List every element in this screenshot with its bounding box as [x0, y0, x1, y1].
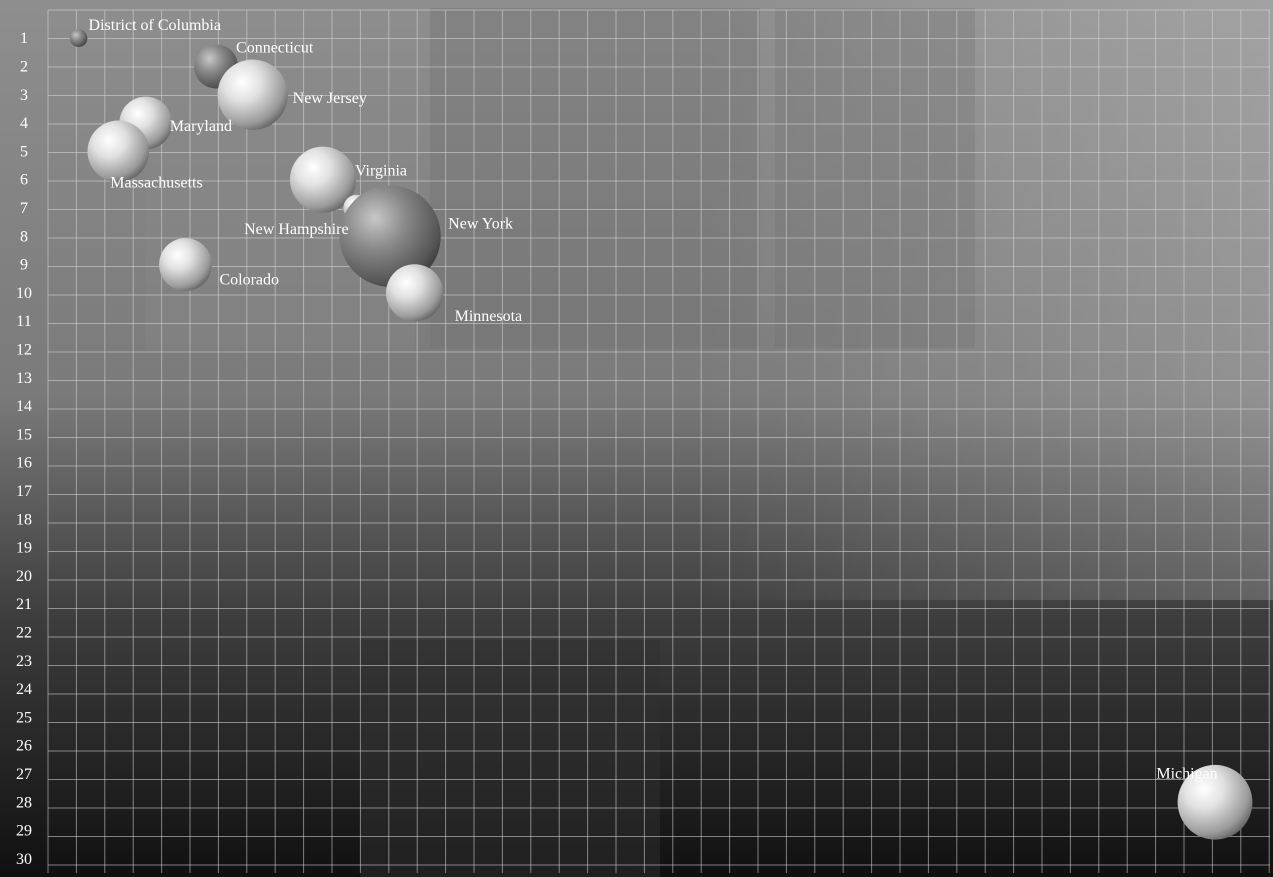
y-tick-label: 4	[20, 115, 28, 132]
y-tick-label: 10	[16, 285, 32, 302]
y-tick-label: 29	[16, 823, 32, 840]
y-tick-label: 28	[16, 794, 32, 811]
bubble-label: New Jersey	[293, 90, 367, 107]
bubbles	[69, 29, 1253, 840]
bubble	[339, 185, 441, 287]
background-shadow	[360, 640, 660, 877]
bubble	[69, 29, 88, 47]
y-tick-label: 25	[16, 709, 32, 726]
y-tick-label: 18	[16, 511, 32, 528]
bubble-labels: District of Columbia Connecticut New Jerse…	[89, 17, 1218, 782]
y-tick-label: 22	[16, 624, 32, 641]
y-tick-label: 12	[16, 341, 32, 358]
bubble-label: Massachusetts	[110, 174, 202, 191]
y-tick-label: 24	[16, 681, 32, 698]
y-tick-label: 20	[16, 568, 32, 585]
y-tick-label: 8	[20, 228, 28, 245]
y-tick-label: 9	[20, 257, 28, 274]
bubble	[217, 59, 288, 130]
y-tick-label: 7	[20, 200, 28, 217]
bubble	[289, 146, 356, 213]
bubble-label: Colorado	[219, 272, 279, 289]
background-panel-3	[775, 8, 975, 348]
bubble	[159, 238, 212, 291]
bubble-label: Maryland	[170, 118, 232, 135]
y-tick-label: 19	[16, 540, 32, 557]
background-glow	[700, 0, 1273, 600]
bubble-label: New Hampshire	[244, 221, 348, 238]
bubble-label: Virginia	[355, 163, 407, 180]
bubble-label: Connecticut	[236, 39, 314, 56]
y-tick-label: 16	[16, 455, 32, 472]
y-tick-label: 13	[16, 370, 32, 387]
bubble-label: Michigan	[1156, 765, 1217, 782]
bubble-label: New York	[448, 215, 513, 232]
y-tick-label: 15	[16, 426, 32, 443]
y-tick-label: 17	[16, 483, 32, 500]
y-tick-label: 14	[16, 398, 32, 415]
bubble	[386, 264, 444, 322]
bubble-label: District of Columbia	[89, 17, 221, 34]
y-axis-ticks: 1234567891011121314151617181920212223242…	[16, 30, 32, 868]
y-tick-label: 6	[20, 172, 28, 189]
y-tick-label: 23	[16, 653, 32, 670]
y-tick-label: 30	[16, 851, 32, 868]
bubble	[87, 120, 150, 183]
y-tick-label: 2	[20, 58, 28, 75]
y-tick-label: 11	[16, 313, 31, 330]
y-tick-label: 21	[16, 596, 32, 613]
bubble-label: Minnesota	[455, 308, 523, 325]
y-tick-label: 5	[20, 143, 28, 160]
y-tick-label: 27	[16, 766, 32, 783]
bubble	[1177, 764, 1253, 840]
background-panel-2	[430, 8, 760, 348]
y-tick-label: 3	[20, 87, 28, 104]
y-tick-label: 26	[16, 738, 32, 755]
y-tick-label: 1	[20, 30, 28, 47]
